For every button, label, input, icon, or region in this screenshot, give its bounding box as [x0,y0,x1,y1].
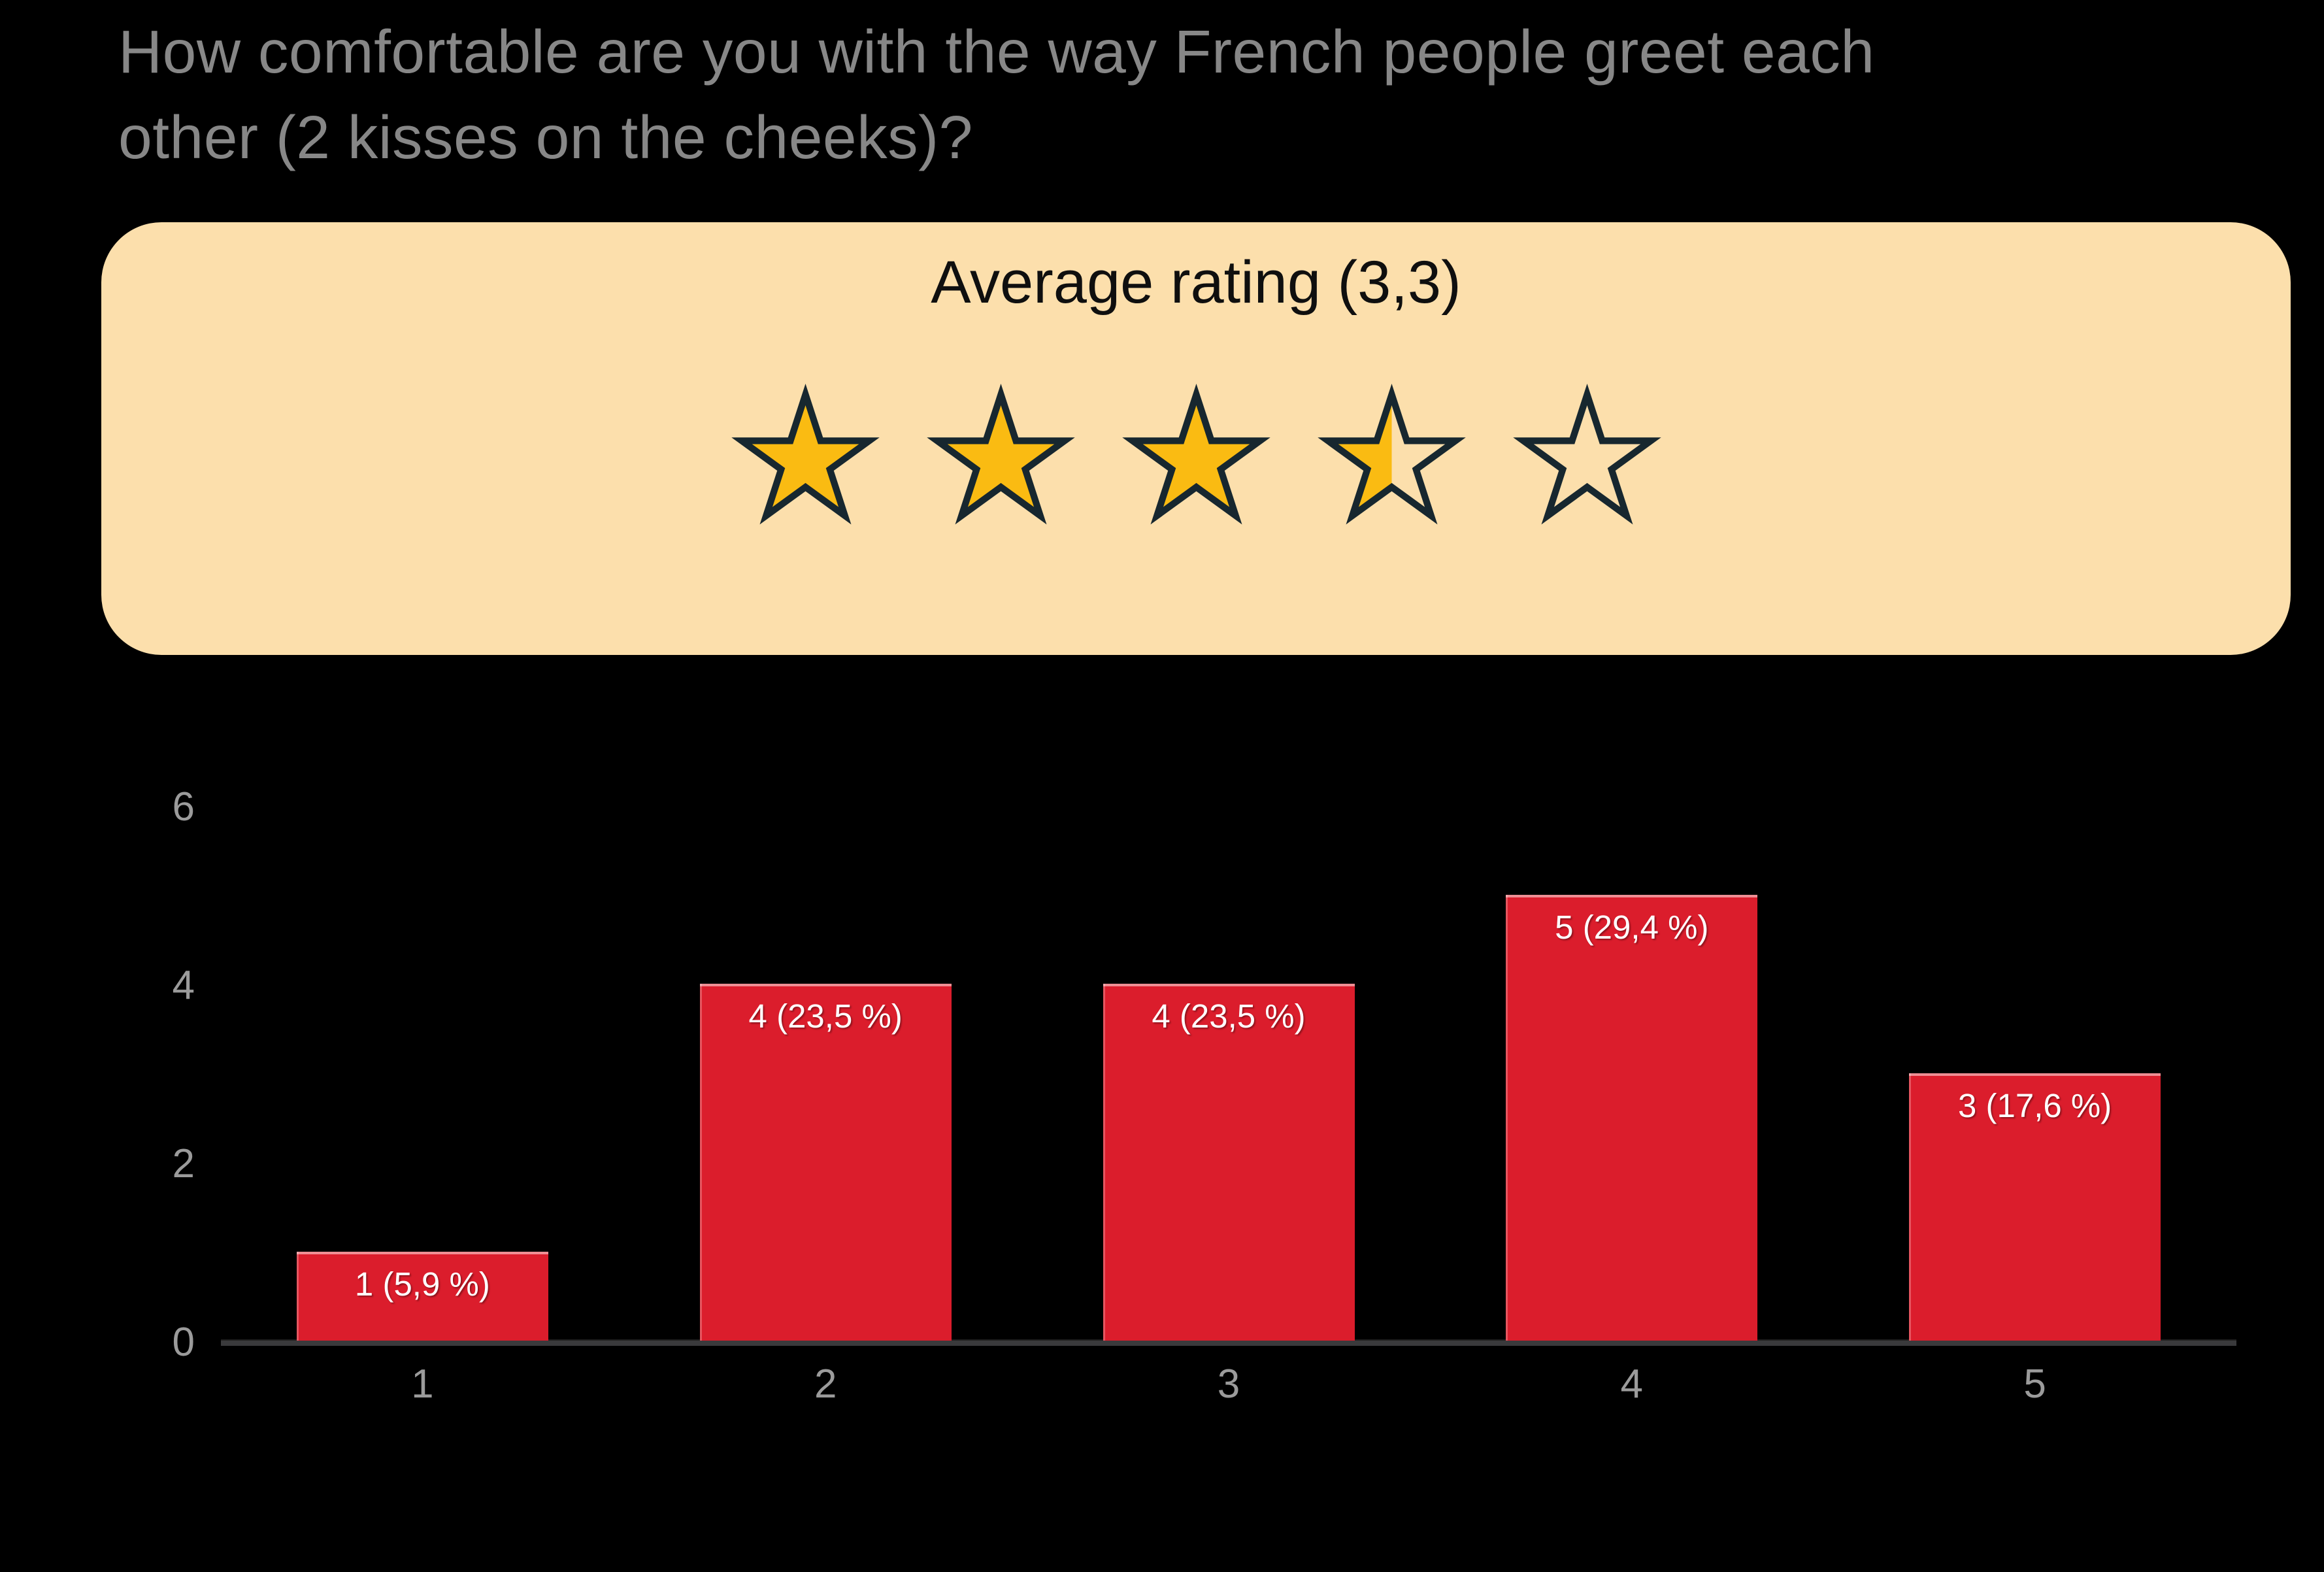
average-rating-label: Average rating (3,3) [931,249,1461,316]
average-rating-card: Average rating (3,3) [101,222,2291,655]
star-icon [926,383,1075,525]
star-rating [101,383,2291,529]
x-axis-line [221,1341,2236,1346]
star-icon [1317,383,1466,525]
bar-value-label: 4 (23,5 %) [748,997,903,1035]
x-tick-label: 5 [2023,1362,2046,1407]
x-tick-label: 4 [1620,1362,1644,1407]
question-title: How comfortable are you with the way Fre… [118,9,1875,180]
star-icon [1512,383,1661,525]
question-title-line1: How comfortable are you with the way Fre… [118,18,1875,86]
bar-value-label: 4 (23,5 %) [1152,997,1306,1035]
x-tick-label: 1 [411,1362,434,1407]
bar-rating-5 [1909,1073,2161,1341]
bar-rating-1 [296,1251,548,1341]
x-tick-label: 2 [814,1362,837,1407]
star-icon [1121,383,1270,525]
star-icon [731,383,880,525]
y-tick-label: 4 [172,963,195,1009]
y-tick-label: 6 [172,784,195,830]
bar-rating-2 [699,984,952,1341]
bar-rating-3 [1103,984,1355,1341]
y-tick-label: 0 [172,1320,195,1365]
bar-rating-4 [1506,894,1758,1341]
bar-value-label: 5 (29,4 %) [1555,908,1709,946]
question-title-line2: other (2 kisses on the cheeks)? [118,103,973,171]
bar-value-label: 3 (17,6 %) [1957,1086,2112,1124]
y-tick-label: 2 [172,1141,195,1187]
x-tick-label: 3 [1217,1362,1240,1407]
bar-value-label: 1 (5,9 %) [354,1265,490,1303]
